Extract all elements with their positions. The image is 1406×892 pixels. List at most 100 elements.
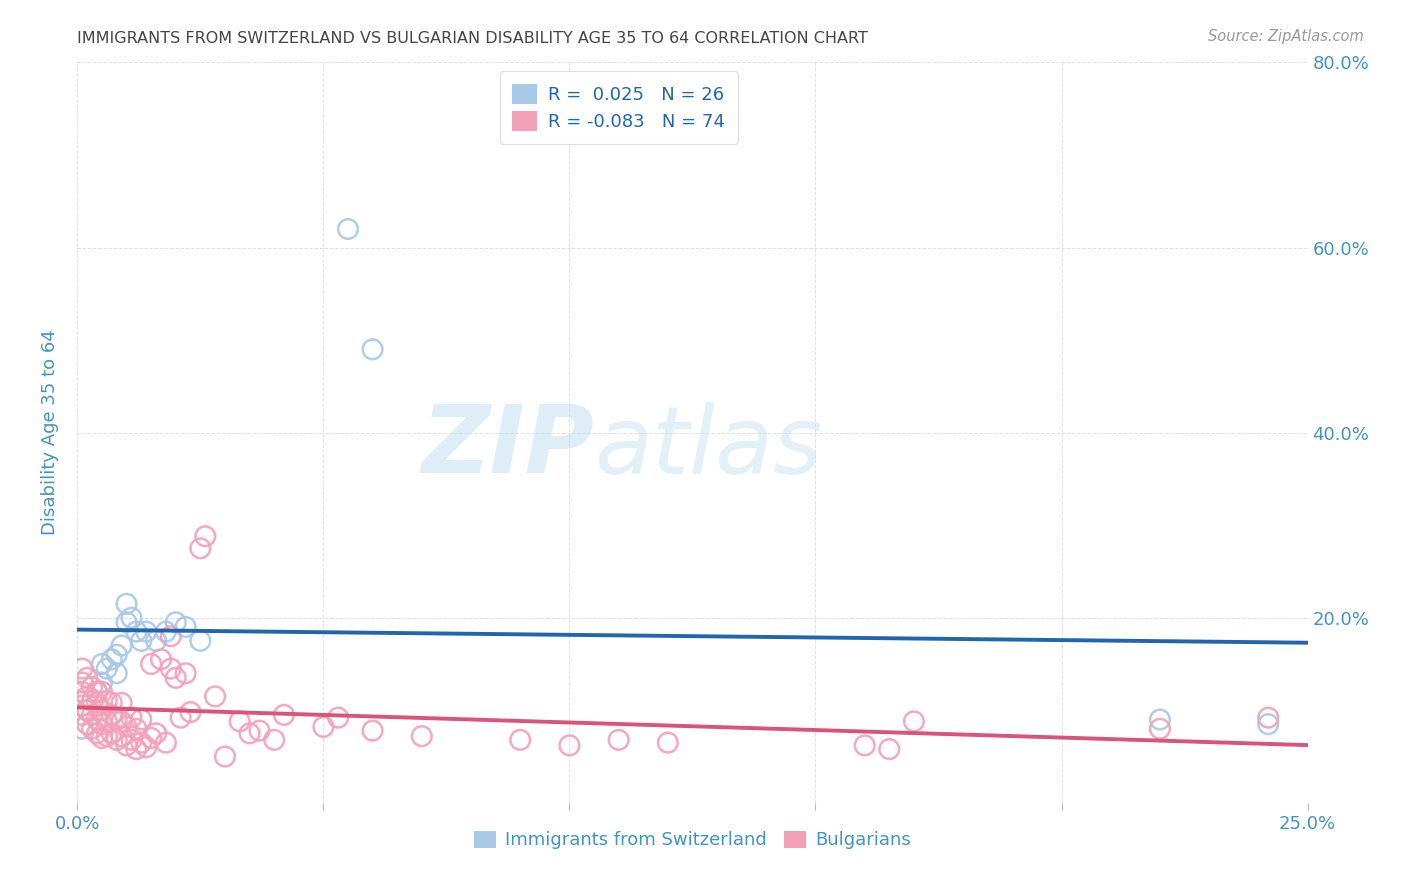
Point [90,731,114,745]
Point [82,707,104,722]
Point [121,732,143,747]
Point [111,729,132,743]
Point [1149,722,1171,736]
Point [111,714,132,729]
Legend: Immigrants from Switzerland, Bulgarians: Immigrants from Switzerland, Bulgarians [467,823,918,856]
Point [141,657,163,671]
Point [101,696,124,710]
Point [150,652,173,666]
Point [607,732,630,747]
Point [86,685,108,699]
Point [115,597,138,611]
Point [174,666,197,681]
Point [239,726,262,740]
Point [121,610,143,624]
Point [204,690,226,704]
Point [96,729,118,743]
Point [86,713,108,727]
Point [558,739,581,753]
Point [90,717,114,731]
Text: atlas: atlas [595,402,823,493]
Point [657,736,679,750]
Text: IMMIGRANTS FROM SWITZERLAND VS BULGARIAN DISABILITY AGE 35 TO 64 CORRELATION CHA: IMMIGRANTS FROM SWITZERLAND VS BULGARIAN… [77,31,869,46]
Point [115,615,138,630]
Point [86,696,108,710]
Point [111,639,132,653]
Point [70,698,93,713]
Point [853,739,876,753]
Point [121,711,143,725]
Point [90,657,114,671]
Point [337,222,360,236]
Point [165,671,187,685]
Point [125,742,148,756]
Point [76,703,98,717]
Point [86,726,108,740]
Point [105,732,128,747]
Point [188,633,212,648]
Point [273,707,295,722]
Point [155,624,177,639]
Point [101,652,124,666]
Point [361,723,384,738]
Point [96,662,118,676]
Point [86,685,108,699]
Point [70,707,93,722]
Point [135,624,157,639]
Point [82,680,104,694]
Point [228,714,252,729]
Point [312,720,335,734]
Point [90,685,114,699]
Point [145,633,167,648]
Point [82,722,104,736]
Point [135,740,157,755]
Point [129,713,153,727]
Point [141,731,163,745]
Point [326,711,350,725]
Point [76,703,98,717]
Point [82,694,104,708]
Point [111,696,132,710]
Point [70,722,93,736]
Point [903,714,925,729]
Point [174,620,197,634]
Point [82,694,104,708]
Point [180,705,202,719]
Point [70,685,93,699]
Point [105,648,128,662]
Y-axis label: Disability Age 35 to 64: Disability Age 35 to 64 [41,330,59,535]
Point [125,624,148,639]
Point [160,629,183,643]
Point [129,736,153,750]
Point [145,726,167,740]
Point [101,707,124,722]
Point [1257,717,1279,731]
Point [170,711,193,725]
Point [263,732,285,747]
Point [509,732,531,747]
Text: Source: ZipAtlas.com: Source: ZipAtlas.com [1208,29,1364,44]
Point [125,722,148,736]
Point [361,343,384,357]
Point [76,690,98,704]
Point [411,729,433,743]
Point [105,666,128,681]
Point [1149,713,1171,727]
Point [194,529,217,543]
Point [155,736,177,750]
Point [115,720,138,734]
Point [249,723,271,738]
Point [101,726,124,740]
Point [165,615,187,630]
Point [129,633,153,648]
Point [160,662,183,676]
Point [70,675,93,690]
Point [96,714,118,729]
Point [70,662,93,676]
Point [90,703,114,717]
Point [1257,711,1279,725]
Point [115,739,138,753]
Point [188,541,212,556]
Point [96,694,118,708]
Point [879,742,901,756]
